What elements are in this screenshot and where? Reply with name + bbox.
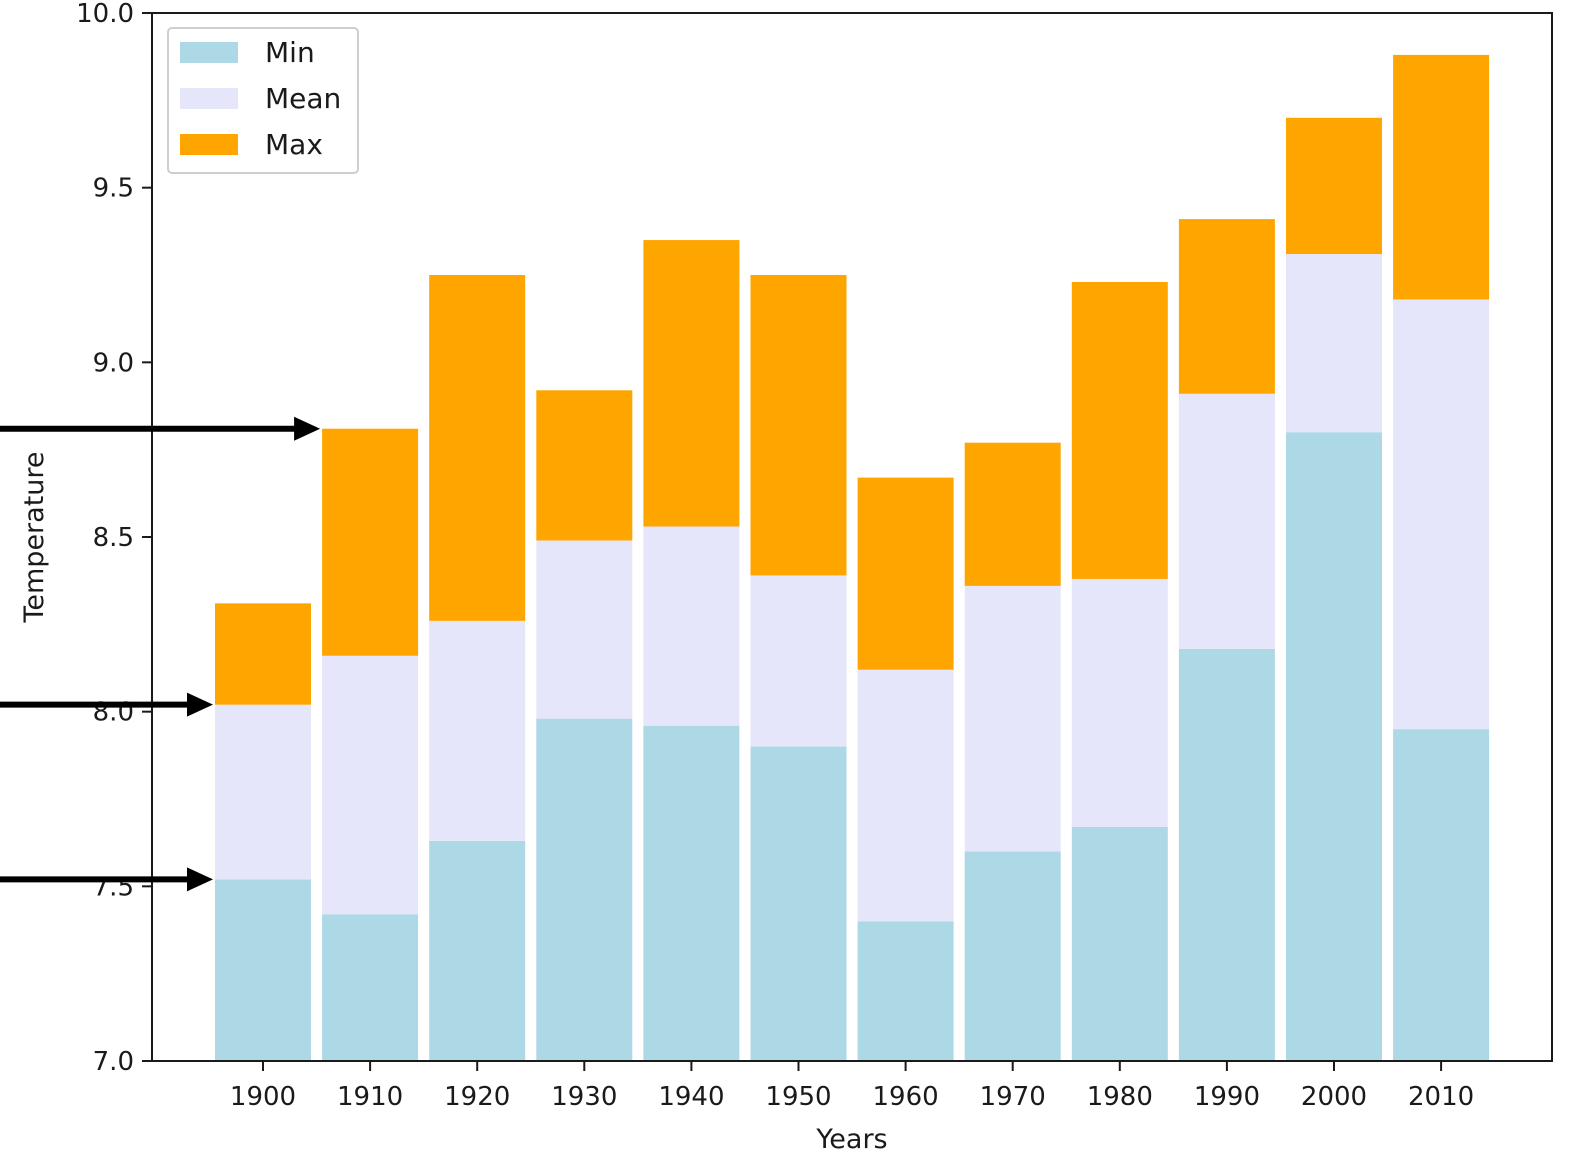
annotations-layer [0,416,321,892]
y-tick-label: 7.0 [93,1047,134,1077]
bar-min-2010 [1393,729,1490,1061]
y-tick-label: 9.5 [93,174,134,204]
legend-label-min: Min [265,36,315,69]
legend: Min Mean Max [167,27,359,174]
bar-min-1980 [1071,826,1168,1061]
bar-mean-1910 [322,655,419,915]
x-tick-label: 1950 [765,1082,831,1112]
x-tick-label: 2000 [1301,1082,1367,1112]
bar-min-1960 [857,921,954,1061]
x-tick-label: 1970 [980,1082,1046,1112]
bar-min-2000 [1286,432,1382,1061]
x-tick-label: 1930 [551,1082,617,1112]
bar-max-2000 [1286,117,1382,255]
x-tick-label: 2010 [1408,1082,1474,1112]
y-tick-label: 8.5 [93,523,134,553]
bar-mean-2010 [1393,299,1490,730]
x-tick-label: 1920 [444,1082,510,1112]
bar-max-1930 [536,390,633,541]
bar-mean-1940 [643,526,740,726]
bar-max-1940 [643,240,740,527]
bar-min-1940 [643,725,740,1061]
x-tick-label: 1940 [658,1082,724,1112]
bar-max-1900 [215,603,311,705]
legend-swatch-min [180,42,238,63]
bar-mean-1920 [429,620,526,841]
bar-mean-1970 [964,585,1061,852]
bar-max-2010 [1393,54,1490,300]
y-tick-label: 9.0 [93,348,134,378]
legend-label-max: Max [265,128,323,161]
bar-max-1910 [322,428,419,656]
y-axis-label: Temperature [19,451,50,623]
bar-max-1950 [750,275,847,576]
annotation-arrow [0,867,213,892]
x-tick-label: 1990 [1194,1082,1260,1112]
legend-swatch-max [180,134,238,155]
bar-min-1990 [1178,648,1275,1061]
bars-layer [215,54,1490,1061]
x-tick-label: 1960 [873,1082,939,1112]
x-axis-label: Years [815,1124,887,1155]
legend-swatch-mean [180,88,238,109]
bar-mean-2000 [1286,254,1382,433]
x-tick-label: 1900 [230,1082,296,1112]
bar-mean-1960 [857,669,954,922]
y-tick-label: 10.0 [76,0,134,29]
bar-min-1970 [964,851,1061,1061]
bar-max-1990 [1178,219,1275,394]
bar-max-1970 [964,442,1061,586]
legend-label-mean: Mean [265,82,341,115]
bar-mean-1900 [215,704,311,880]
x-tick-label: 1910 [337,1082,403,1112]
bar-min-1930 [536,718,633,1061]
annotation-arrow [0,692,213,717]
bar-mean-1930 [536,540,633,719]
x-tick-label: 1980 [1087,1082,1153,1112]
bar-max-1920 [429,275,526,621]
bar-mean-1990 [1178,393,1275,649]
bar-min-1910 [322,914,419,1061]
bar-mean-1980 [1071,578,1168,827]
bar-max-1980 [1071,281,1168,579]
bar-min-1900 [215,879,311,1061]
bar-min-1920 [429,840,526,1061]
bar-max-1960 [857,477,954,670]
annotation-arrow [0,416,321,441]
bar-min-1950 [750,746,847,1061]
bar-mean-1950 [750,575,847,747]
